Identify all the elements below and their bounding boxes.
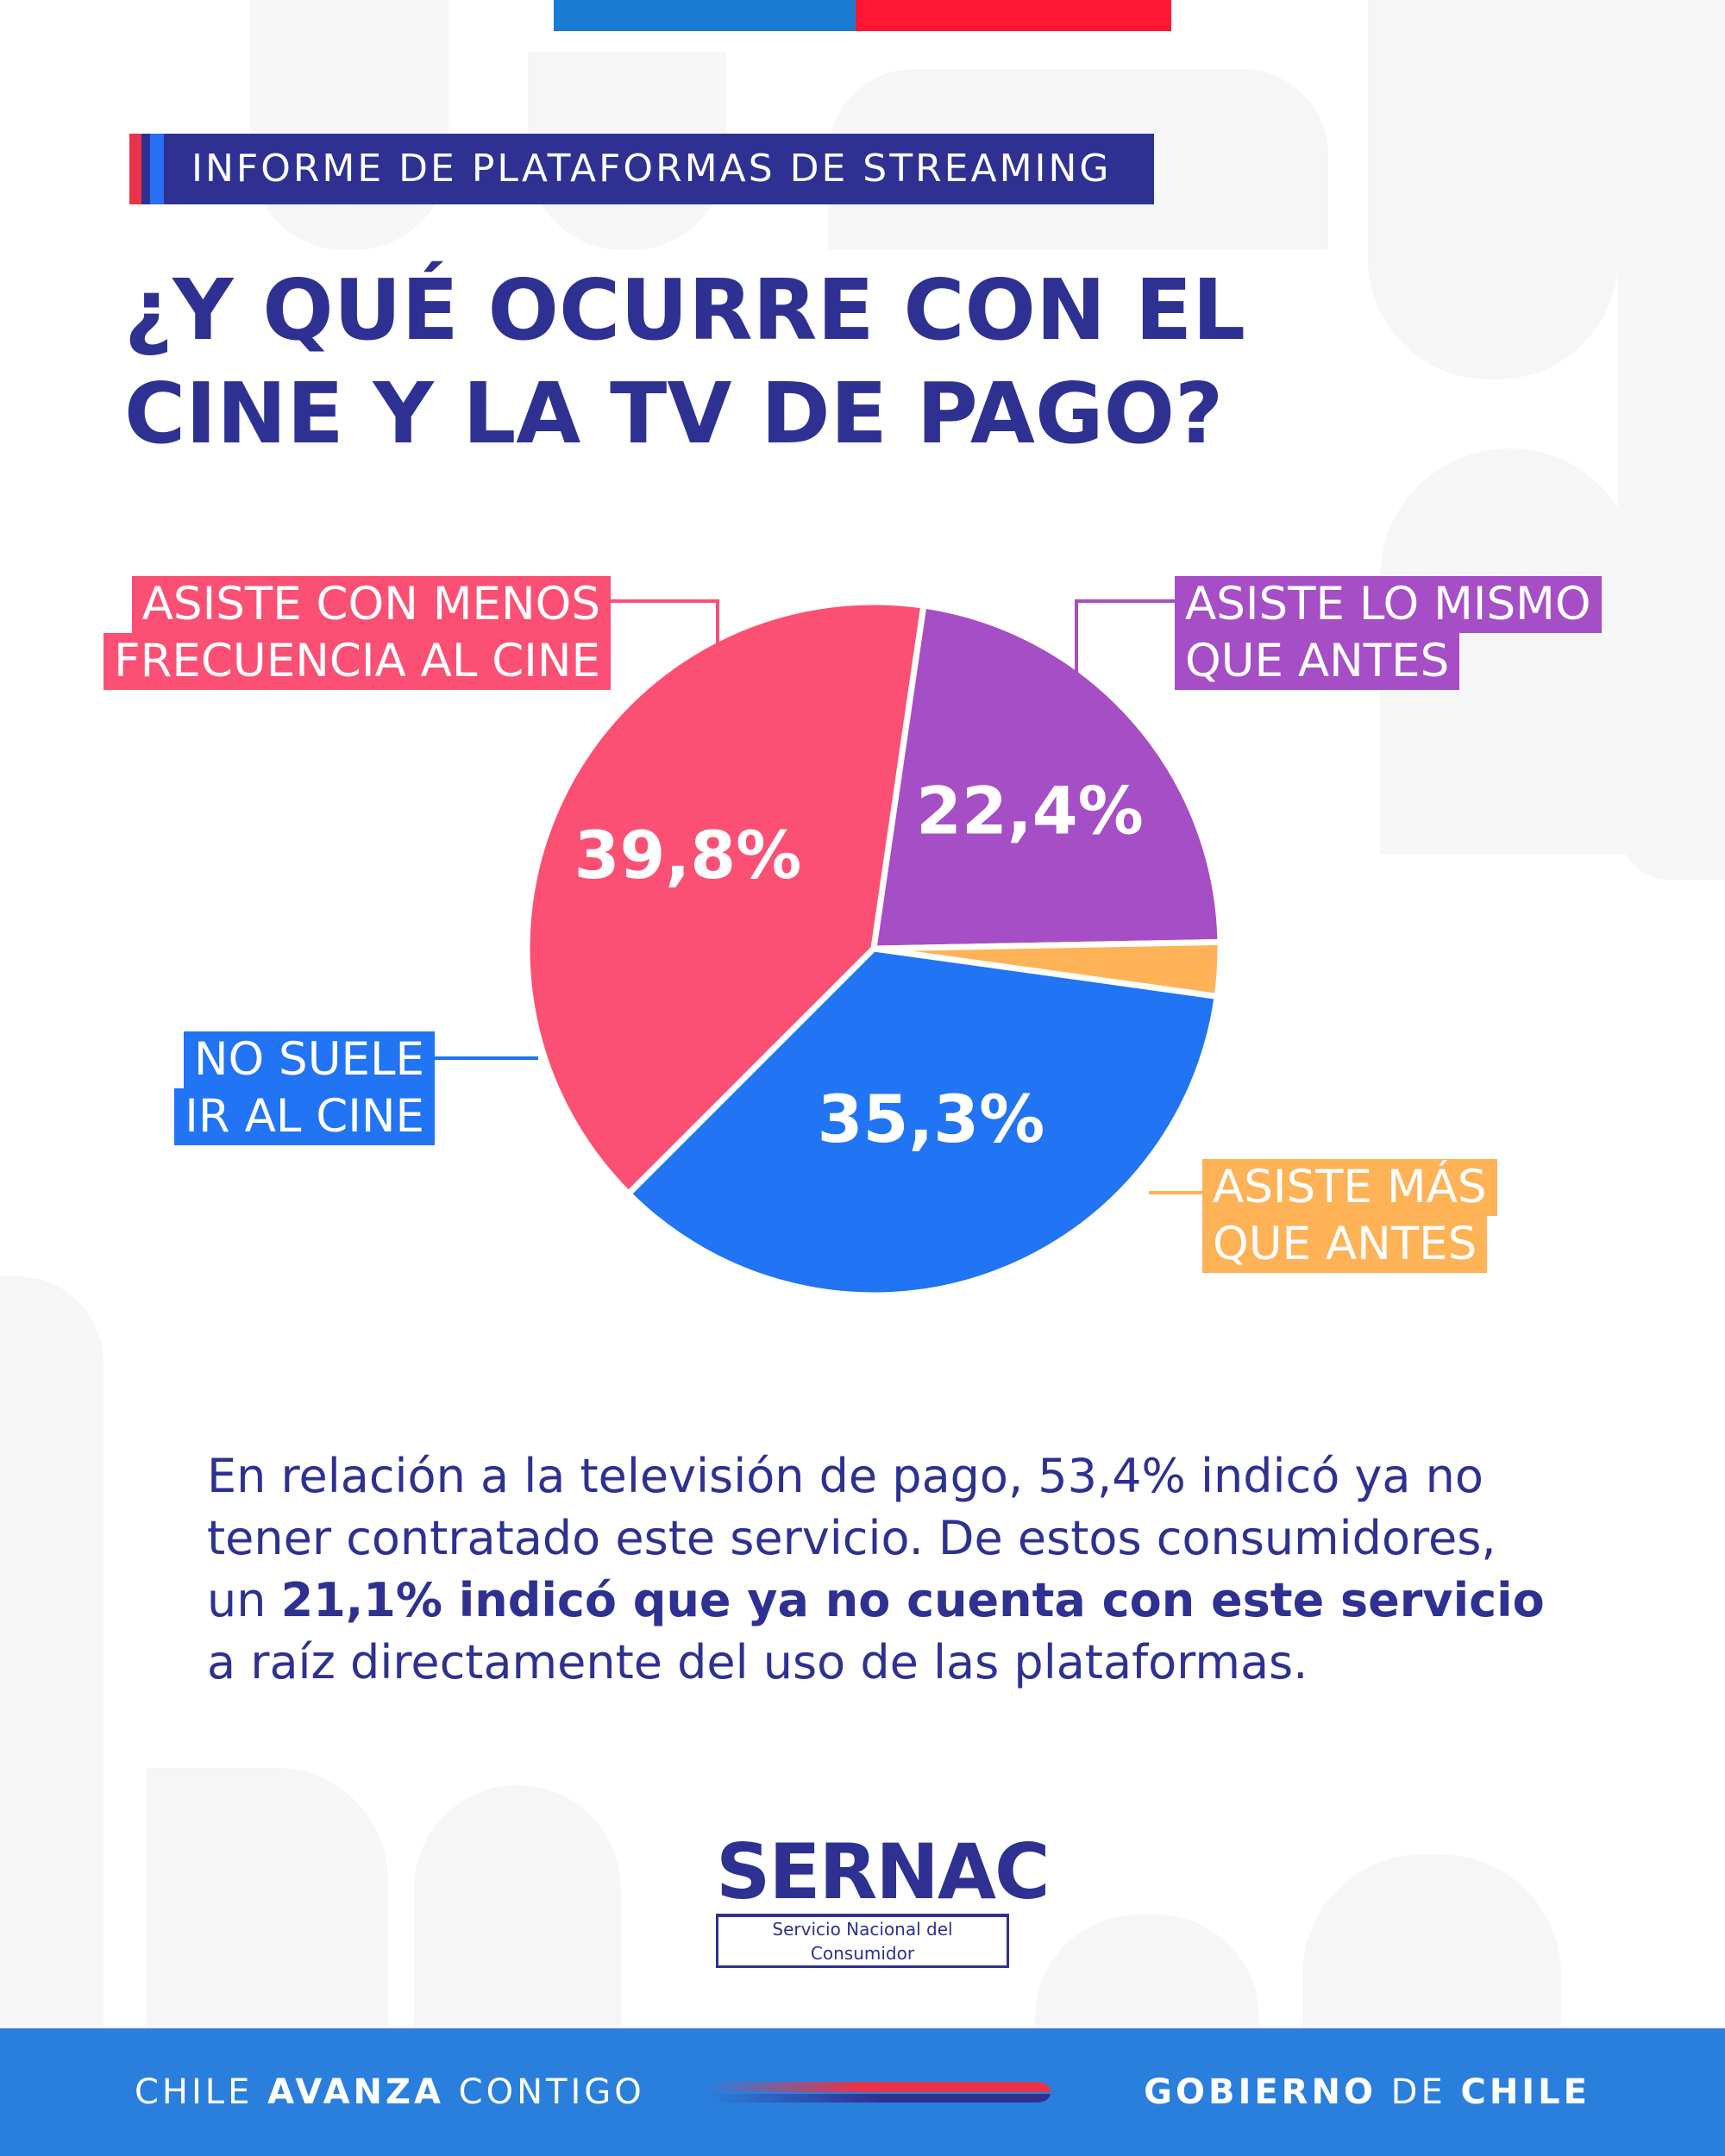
badge-stripe-blue xyxy=(150,134,164,204)
background-shape xyxy=(1035,1915,1259,2027)
pie-slice-1 xyxy=(870,602,1224,952)
badge-text: INFORME DE PLATAFORMAS DE STREAMING xyxy=(191,147,1112,191)
slice-label-less-often: ASISTE CON MENOS FRECUENCIA AL CINE xyxy=(104,576,611,690)
sernac-logo-rule xyxy=(716,1914,1009,1917)
background-shape xyxy=(1302,1854,1561,2027)
footer-slogan-bold: AVANZA xyxy=(267,2072,444,2112)
leader-line-0 xyxy=(604,599,719,655)
pie-value-label-0: 39,8% xyxy=(574,817,802,893)
slice-label-no-cinema: NO SUELE IR AL CINE xyxy=(174,1031,435,1145)
slice-label-line: QUE ANTES xyxy=(1175,633,1460,690)
background-shape xyxy=(1368,0,1618,379)
government-emblem-icon xyxy=(707,2082,1051,2103)
footer-government-part: DE xyxy=(1376,2072,1461,2112)
page-title-line-1: ¿Y QUÉ OCURRE CON EL xyxy=(124,261,1246,359)
report-badge: INFORME DE PLATAFORMAS DE STREAMING xyxy=(129,134,1154,204)
pie-value-label-1: 22,4% xyxy=(916,772,1144,849)
paragraph-highlight: 21,1% indicó que ya no cuenta con este s… xyxy=(280,1573,1545,1627)
slice-label-line: ASISTE CON MENOS xyxy=(131,576,611,633)
footer-slogan-part: CONTIGO xyxy=(443,2072,645,2112)
footer-government-bold: CHILE xyxy=(1460,2072,1590,2112)
pie-slice-3 xyxy=(625,945,1220,1299)
flag-bar-blue xyxy=(554,0,856,31)
pie-chart: 39,8% 22,4% 35,3% xyxy=(435,599,1224,1299)
sernac-logo-name: SERNAC xyxy=(716,1827,1051,1916)
background-shape xyxy=(250,0,448,250)
slice-label-line: IR AL CINE xyxy=(174,1088,435,1145)
page-title: ¿Y QUÉ OCURRE CON EL CINE Y LA TV DE PAG… xyxy=(124,259,1245,466)
footer-government: GOBIERNO DE CHILE xyxy=(1144,2028,1590,2156)
slice-label-line: ASISTE MÁS xyxy=(1202,1159,1497,1216)
slice-label-line: ASISTE LO MISMO xyxy=(1175,576,1602,633)
flag-bar-red xyxy=(856,0,1171,31)
footer-slogan: CHILE AVANZA CONTIGO xyxy=(135,2028,645,2156)
footer-bar: CHILE AVANZA CONTIGO GOBIERNO DE CHILE xyxy=(0,2028,1725,2156)
sernac-logo: SERNAC Servicio Nacional del Consumidor xyxy=(716,1827,1051,1968)
pay-tv-paragraph: En relación a la televisión de pago, 53,… xyxy=(207,1445,1561,1694)
background-shape xyxy=(414,1785,621,2027)
slice-label-more: ASISTE MÁS QUE ANTES xyxy=(1202,1159,1497,1273)
badge-stripe-red xyxy=(129,134,141,204)
slice-label-line: NO SUELE xyxy=(183,1031,435,1088)
slice-label-line: QUE ANTES xyxy=(1202,1216,1488,1273)
background-shape xyxy=(0,1276,104,2027)
slice-label-same: ASISTE LO MISMO QUE ANTES xyxy=(1175,576,1602,690)
background-shape xyxy=(1618,0,1725,880)
background-shape xyxy=(147,1768,388,2027)
footer-slogan-part: CHILE xyxy=(135,2072,268,2112)
leader-line-1 xyxy=(1075,599,1175,774)
pie-slice-0 xyxy=(524,599,927,1197)
sernac-logo-subtitle: Servicio Nacional del Consumidor xyxy=(716,1917,1009,1968)
page-title-line-2: CINE Y LA TV DE PAGO? xyxy=(124,365,1224,462)
paragraph-text-end: a raíz directamente del uso de las plata… xyxy=(207,1635,1308,1689)
pie-value-label-3: 35,3% xyxy=(818,1081,1045,1157)
footer-government-bold: GOBIERNO xyxy=(1144,2072,1377,2112)
slice-label-line: FRECUENCIA AL CINE xyxy=(104,633,611,690)
paragraph-text: En relación a la televisión de pago, 53,… xyxy=(207,1449,1496,1627)
